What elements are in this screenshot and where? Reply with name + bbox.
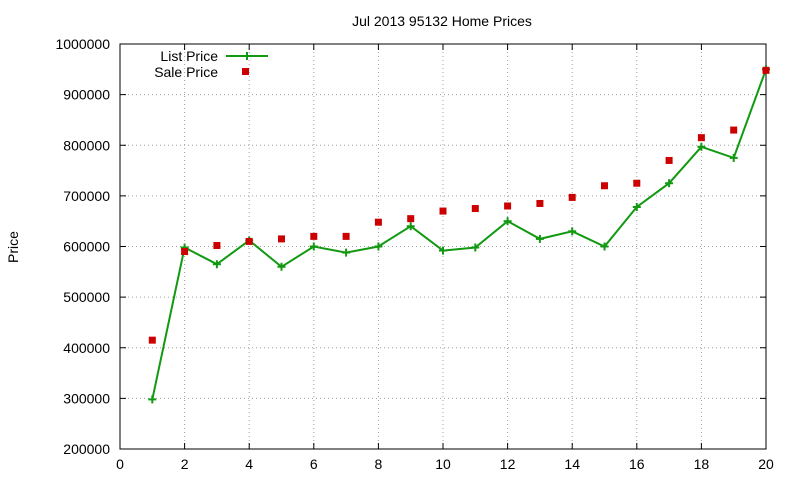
x-tick-label: 2	[181, 456, 189, 472]
x-tick-label: 12	[500, 456, 516, 472]
y-tick-label: 900000	[63, 87, 110, 103]
list-price-point	[568, 227, 577, 236]
x-tick-label: 20	[758, 456, 774, 472]
y-tick-label: 1000000	[55, 36, 110, 52]
y-tick-label: 600000	[63, 239, 110, 255]
x-tick-label: 4	[245, 456, 253, 472]
sale-price-point	[730, 126, 738, 134]
sale-price-point	[342, 232, 350, 240]
y-tick-label: 700000	[63, 188, 110, 204]
sale-price-point	[504, 202, 512, 210]
legend-label-list-price: List Price	[160, 48, 218, 64]
y-tick-labels: 200000 300000 400000 500000 600000 700000 8000…	[55, 36, 110, 457]
list-price-point	[600, 242, 609, 251]
list-price-point	[342, 248, 351, 257]
sale-price-point	[245, 237, 253, 245]
list-price-point	[277, 262, 286, 271]
list-price-point	[729, 153, 738, 162]
x-tick-label: 14	[564, 456, 580, 472]
sale-price-point	[568, 193, 576, 201]
sale-price-point	[213, 241, 221, 249]
list-price-point	[697, 142, 706, 151]
sale-price-point	[471, 205, 479, 213]
legend-sample-list-price	[226, 52, 268, 60]
list-price-point	[406, 222, 415, 231]
axis-ticks	[119, 43, 767, 450]
list-price-point	[212, 260, 221, 269]
sale-price-point	[374, 218, 382, 226]
sale-price-point	[407, 215, 415, 223]
x-tick-label: 8	[375, 456, 383, 472]
sale-price-point	[601, 182, 608, 190]
y-tick-label: 300000	[63, 390, 110, 406]
list-price-point	[665, 179, 674, 188]
y-tick-label: 500000	[63, 289, 110, 305]
list-price-point	[632, 203, 641, 212]
list-price-point	[503, 217, 512, 226]
list-price-point	[535, 234, 544, 243]
sale-price-point	[762, 66, 770, 74]
x-tick-labels: 0 2 4 6 8 10 12 14 16 18 20	[116, 456, 774, 472]
x-tick-label: 10	[435, 456, 451, 472]
legend-sample-sale-price	[242, 68, 249, 75]
sale-price-point	[310, 232, 318, 240]
legend-label-sale-price: Sale Price	[154, 64, 218, 80]
legend-square	[242, 68, 249, 75]
sale-price-point	[278, 235, 285, 243]
x-tick-label: 18	[694, 456, 710, 472]
chart-title: Jul 2013 95132 Home Prices	[352, 13, 532, 29]
sale-price-point	[665, 156, 673, 164]
list-price-point	[439, 246, 447, 255]
sale-price-point	[536, 199, 544, 207]
x-tick-label: 6	[310, 456, 318, 472]
list-price-line	[151, 68, 767, 400]
sale-price-point	[439, 207, 447, 215]
list-price-point	[148, 395, 157, 404]
list-price-point	[309, 242, 318, 251]
sale-price-point	[181, 248, 189, 256]
sale-price-point	[633, 179, 641, 187]
sale-price-point	[148, 336, 156, 344]
x-tick-label: 16	[629, 456, 645, 472]
y-tick-label: 800000	[63, 137, 110, 153]
list-price-point	[471, 243, 480, 252]
y-axis-label: Price	[5, 231, 21, 263]
y-tick-label: 200000	[63, 441, 110, 457]
sale-price-point	[697, 134, 705, 142]
y-tick-label: 400000	[63, 340, 110, 356]
list-price-point	[374, 242, 383, 251]
series	[148, 65, 770, 404]
legend: List Price Sale Price	[154, 48, 268, 80]
x-tick-label: 0	[116, 456, 124, 472]
